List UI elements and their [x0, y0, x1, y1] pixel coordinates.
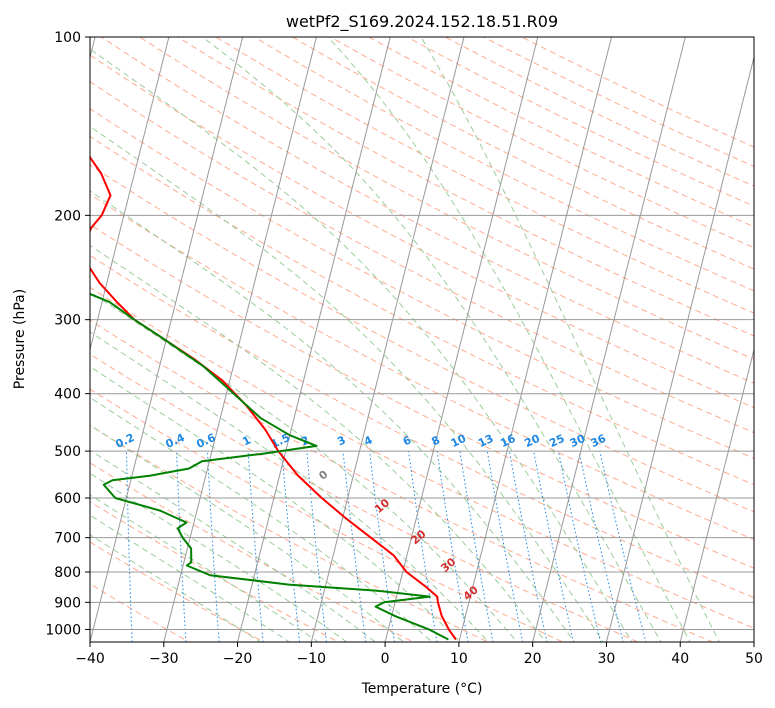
- mixing-ratio-label: 30: [568, 432, 588, 450]
- moist-adiabat-line: [90, 291, 518, 642]
- y-tick-label: 400: [54, 387, 81, 403]
- y-tick-label: 800: [54, 565, 81, 581]
- plot-background: [90, 37, 754, 642]
- dry-adiabat-line: [176, 37, 754, 337]
- dry-adiabat-line: [90, 81, 754, 434]
- series-lines: [90, 154, 457, 641]
- mixing-ratio-label: 36: [589, 432, 609, 450]
- x-tick-label: −30: [149, 651, 179, 667]
- mixing-ratio-line: [599, 450, 647, 642]
- dry-adiabat-line: [482, 37, 754, 167]
- y-tick-label: 1000: [45, 622, 81, 638]
- moist-adiabat-line: [201, 37, 662, 642]
- dry-adiabat-line: [215, 37, 754, 314]
- dry-adiabat-line: [90, 286, 754, 629]
- mixing-ratio-label: 25: [547, 432, 566, 450]
- dry-adiabat-line: [291, 37, 754, 270]
- isotherm-line: [679, 347, 754, 642]
- dry-adiabat-line: [90, 541, 265, 642]
- dry-adiabat-line: [90, 108, 754, 459]
- mixing-ratio-label: 10: [449, 432, 469, 450]
- mixing-ratio-line: [557, 450, 602, 642]
- x-tick-label: 10: [450, 651, 468, 667]
- x-tick-label: −10: [297, 651, 327, 667]
- y-tick-label: 700: [54, 531, 81, 547]
- moist-adiabat-line: [90, 190, 575, 642]
- moist-adiabat-line: [90, 125, 604, 642]
- y-tick-label: 600: [54, 491, 81, 507]
- mixing-ratio-line: [486, 451, 524, 642]
- dry-adiabat-line: [90, 388, 565, 642]
- isotherm-line: [237, 37, 391, 642]
- mixing-ratio-line: [508, 451, 548, 642]
- mixing-ratio-line: [176, 451, 187, 642]
- x-tick-label: 0: [381, 651, 390, 667]
- isotherm-line: [384, 37, 539, 642]
- y-tick-label: 100: [54, 30, 81, 46]
- isotherm-line: [163, 37, 317, 642]
- isotherm-line: [310, 37, 465, 642]
- mixing-ratio-label: 13: [476, 432, 495, 450]
- y-tick-label: 200: [54, 208, 81, 224]
- mixing-ratio-label: 16: [498, 432, 518, 450]
- mixing-ratio-line: [207, 451, 220, 642]
- x-tick-label: −20: [223, 651, 253, 667]
- dry-adiabat-line: [520, 37, 754, 148]
- dry-adiabat-line: [406, 37, 754, 207]
- isotherm-line: [90, 37, 244, 642]
- isotherm-line: [605, 55, 754, 642]
- mixing-ratio-label: 20: [523, 432, 543, 450]
- chart-title: wetPf2_S169.2024.152.18.51.R09: [286, 12, 558, 32]
- y-tick-label: 300: [54, 313, 81, 329]
- dry-adiabat-line: [253, 37, 754, 292]
- moist-adiabat-line: [90, 494, 320, 642]
- dry-adiabat-line: [90, 54, 754, 409]
- dry-adiabat-line: [90, 254, 754, 599]
- plot-frame: [89, 36, 755, 643]
- background-lines: [90, 37, 754, 642]
- x-tick-label: 30: [598, 651, 616, 667]
- isotherm-line: [532, 37, 686, 642]
- isotherm-line: [458, 37, 613, 642]
- isotherm-line: [90, 37, 170, 352]
- x-axis-label: Temperature (°C): [361, 681, 483, 697]
- mixing-ratio-line: [578, 450, 624, 642]
- dry-adiabat-line: [90, 424, 490, 642]
- dry-adiabat-line: [90, 223, 754, 569]
- x-tick-label: −40: [75, 651, 105, 667]
- y-axis-label: Pressure (hPa): [12, 289, 28, 389]
- x-tick-label: 40: [671, 651, 689, 667]
- x-tick-label: 20: [524, 651, 542, 667]
- mixing-ratio-line: [126, 451, 133, 642]
- y-axis: 100 200 300 400 500 600 700 800 900 1000: [45, 30, 90, 638]
- y-tick-label: 900: [54, 595, 81, 611]
- dry-adiabat-line: [100, 37, 754, 384]
- mixing-ratio-line: [533, 451, 575, 642]
- x-tick-label: 50: [745, 651, 763, 667]
- y-tick-label: 500: [54, 444, 81, 460]
- dewpoint-line: [90, 292, 449, 641]
- dry-adiabat-line: [444, 37, 754, 187]
- dry-adiabat-line: [138, 37, 754, 360]
- x-axis: −40 −30 −20 −10 0 10 20 30 40 50: [75, 642, 763, 667]
